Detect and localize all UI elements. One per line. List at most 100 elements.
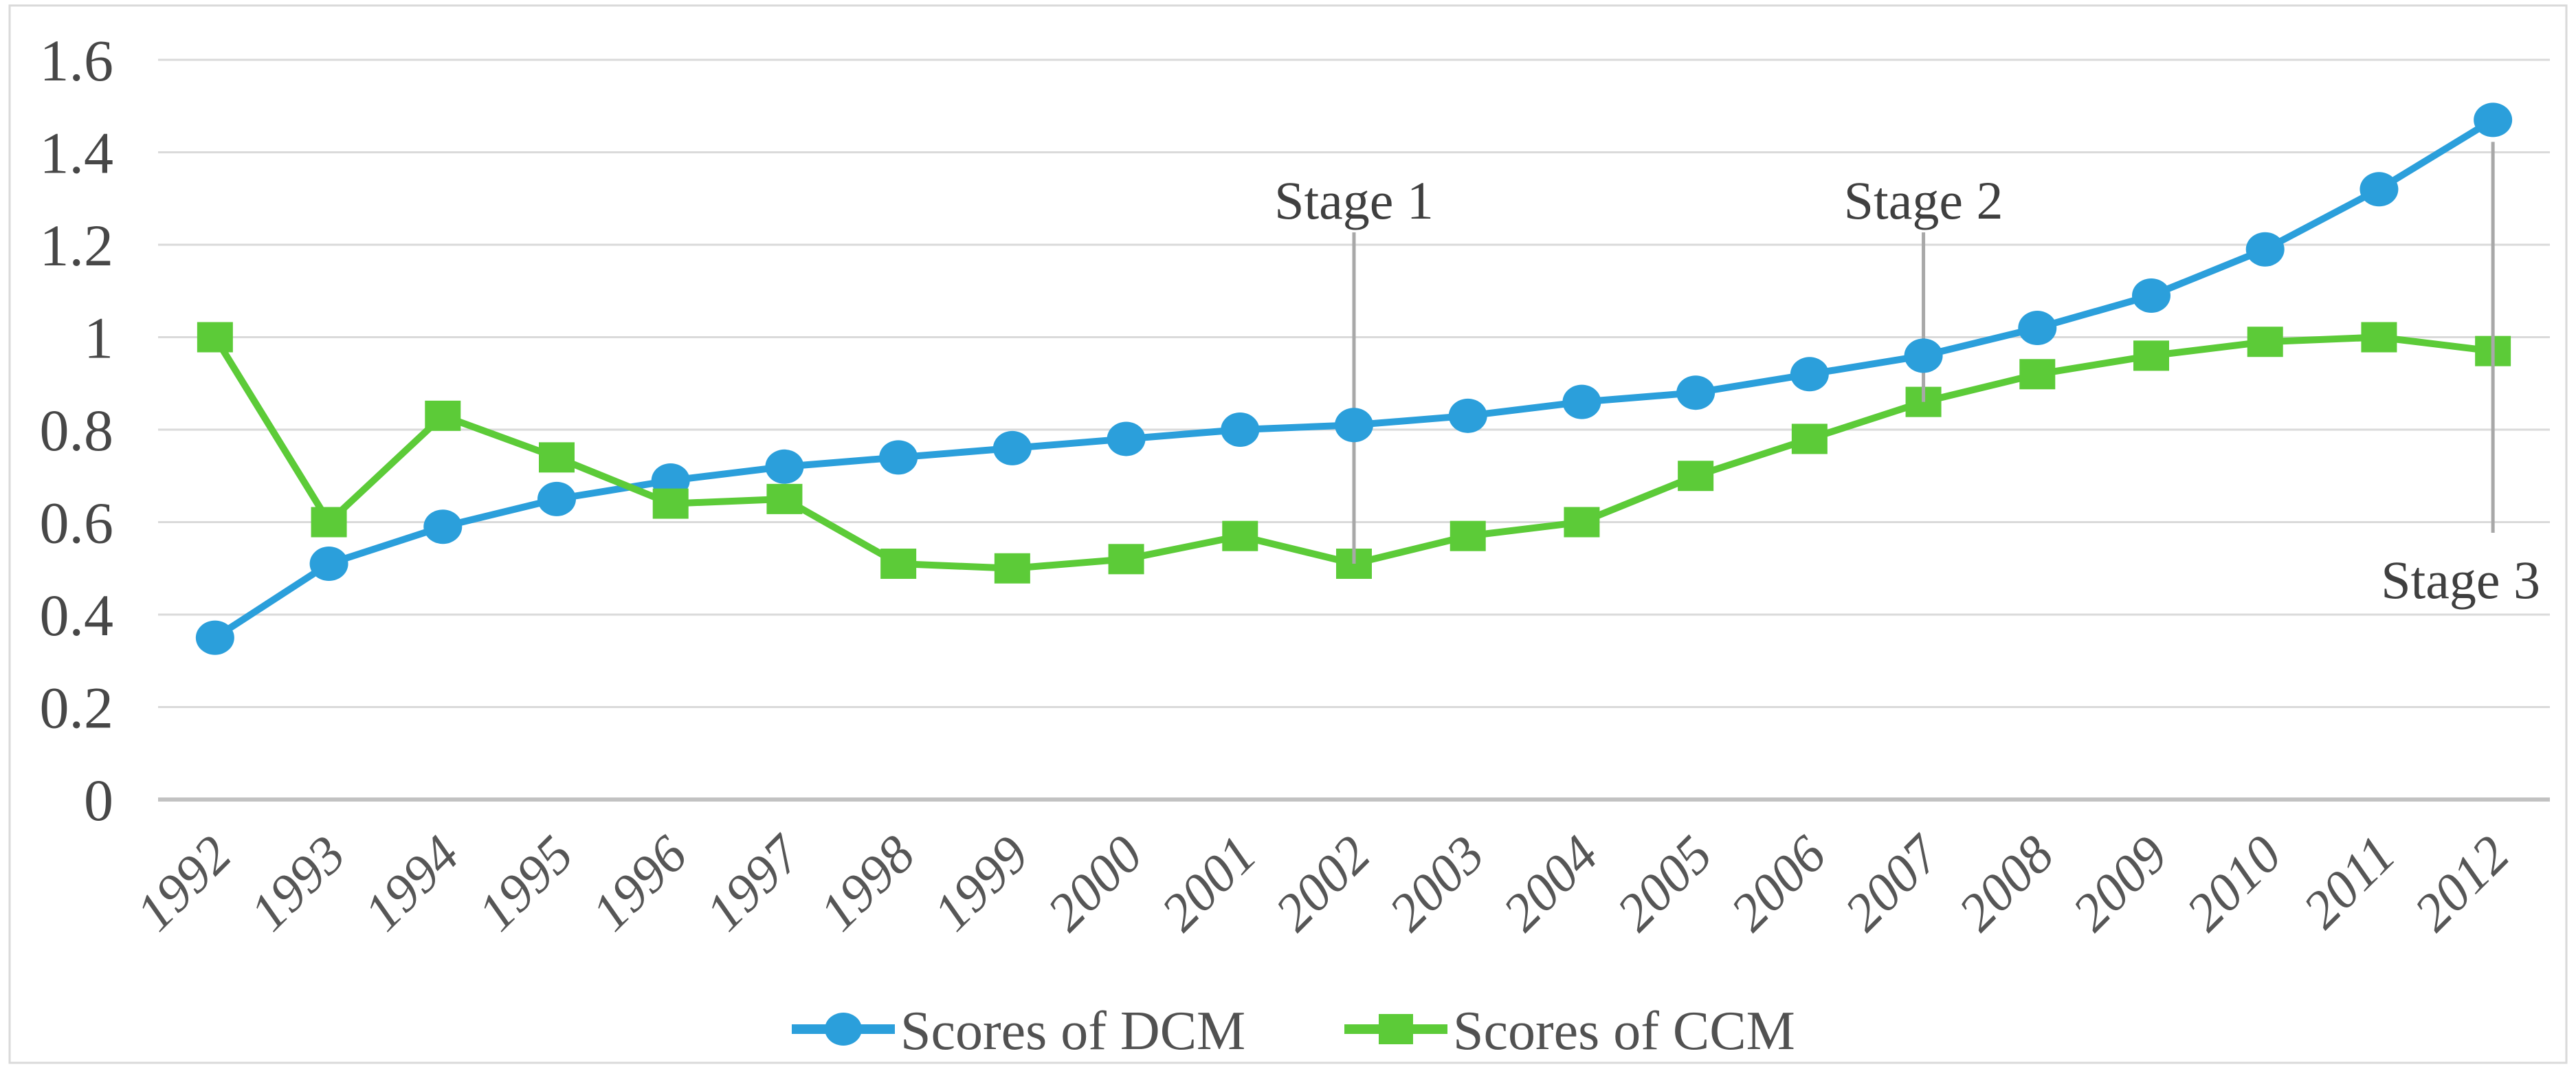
legend-ccm-label: Scores of CCM [1453,1001,1795,1061]
x-tick-label-text: 1994 [352,824,470,943]
ccm-marker [2019,359,2056,390]
x-tick-label-2003: 2003 [1377,824,1496,943]
x-tick-label-2011: 2011 [2291,824,2407,940]
ccm-marker [1564,507,1600,538]
ccm-marker [1222,520,1258,551]
ccm-marker [311,507,347,538]
x-tick-label-text: 2010 [2175,824,2293,943]
ccm-marker [1108,544,1144,575]
figure-border [8,4,2568,1064]
ccm-marker [539,442,575,473]
y-tick-label: 1.4 [40,120,114,186]
dcm-marker [992,430,1032,465]
dcm-marker [2474,102,2513,137]
x-tick-label-2006: 2006 [1719,824,1837,943]
x-tick-label-2009: 2009 [2061,824,2179,943]
x-tick-label-text: 2004 [1491,824,1610,943]
x-tick-label-1992: 1992 [124,824,243,943]
ccm-marker [2361,322,2397,353]
x-tick-label-text: 1997 [694,822,814,942]
dcm-marker [537,481,576,516]
x-tick-label-text: 2000 [1036,824,1154,943]
y-tick-label: 1.2 [40,212,114,278]
ccm-marker [2247,327,2283,357]
x-tick-label-1999: 1999 [922,824,1040,943]
legend: Scores of DCM Scores of CCM [792,1001,1795,1061]
legend-dcm-label: Scores of DCM [900,1001,1245,1061]
x-tick-label-1997: 1997 [694,822,814,942]
x-tick-label-2012: 2012 [2402,824,2520,943]
x-tick-label-text: 2003 [1377,824,1496,943]
y-tick-label: 0.6 [40,490,114,556]
stage-annotation-label: Stage 3 [2381,550,2540,610]
ccm-marker [1678,461,1714,492]
x-tick-label-text: 1996 [580,824,698,943]
dcm-marker [765,449,804,484]
x-tick-label-2002: 2002 [1263,824,1381,943]
x-tick-label-text: 1998 [808,824,926,943]
x-tick-label-2010: 2010 [2175,824,2293,943]
dcm-marker [1904,338,1943,373]
x-tick-label-text: 2009 [2061,824,2179,943]
x-tick-label-text: 2005 [1605,824,1723,943]
x-tick-label-2008: 2008 [1946,824,2065,943]
ccm-marker [880,549,917,580]
x-tick-label-2001: 2001 [1149,824,1267,943]
legend-dcm-marker [825,1013,862,1046]
x-tick-label-1994: 1994 [352,824,470,943]
dcm-marker [195,620,234,655]
dcm-marker [423,509,463,544]
dcm-marker [2360,172,2399,207]
x-tick-label-text: 2012 [2402,824,2520,943]
x-tick-label-1996: 1996 [580,824,698,943]
dcm-marker [879,440,918,475]
dcm-marker [1790,357,1829,392]
x-tick-label-text: 2001 [1149,824,1267,943]
dcm-marker [2018,311,2057,346]
x-tick-label-text: 2002 [1263,824,1381,943]
ccm-marker [2133,340,2169,371]
dcm-marker [1335,408,1373,443]
dcm-marker [1676,375,1716,410]
dcm-marker [1448,398,1487,433]
ccm-marker [652,488,689,519]
stage-annotation-label: Stage 1 [1274,170,1434,230]
y-tick-label: 0.8 [40,397,114,463]
ccm-marker [1791,423,1828,454]
legend-ccm-marker [1379,1014,1413,1044]
ccm-marker [994,553,1030,584]
dcm-marker [1221,412,1260,447]
dcm-marker [309,547,348,582]
x-tick-label-1993: 1993 [238,824,357,943]
x-tick-label-1995: 1995 [466,824,584,943]
stage-annotation-label: Stage 2 [1844,170,2003,230]
y-tick-label: 1 [84,305,113,371]
y-tick-label: 0.4 [40,582,114,648]
y-tick-label: 1.6 [40,27,114,93]
dcm-marker [2245,232,2285,267]
x-tick-label-text: 1993 [238,824,357,943]
x-tick-label-2007: 2007 [1833,822,1953,942]
dcm-marker [2132,278,2170,313]
x-tick-label-2005: 2005 [1605,824,1723,943]
x-tick-label-text: 1995 [466,824,584,943]
ccm-marker [766,483,803,514]
x-tick-label-text: 2008 [1946,824,2065,943]
dcm-marker [1562,384,1601,419]
x-tick-label-text: 1992 [124,824,243,943]
x-tick-label-text: 2006 [1719,824,1837,943]
y-tick-label: 0 [84,767,113,833]
ccm-marker [425,400,461,431]
x-tick-label-text: 2011 [2291,824,2407,940]
x-tick-label-text: 2007 [1833,822,1953,942]
x-tick-label-text: 1999 [922,824,1040,943]
x-tick-label-2004: 2004 [1491,824,1610,943]
dcm-marker [1107,421,1146,456]
y-tick-label: 0.2 [40,675,114,741]
x-tick-label-1998: 1998 [808,824,926,943]
x-tick-label-2000: 2000 [1036,824,1154,943]
ccm-marker [1450,520,1486,551]
ccm-marker [197,322,233,353]
